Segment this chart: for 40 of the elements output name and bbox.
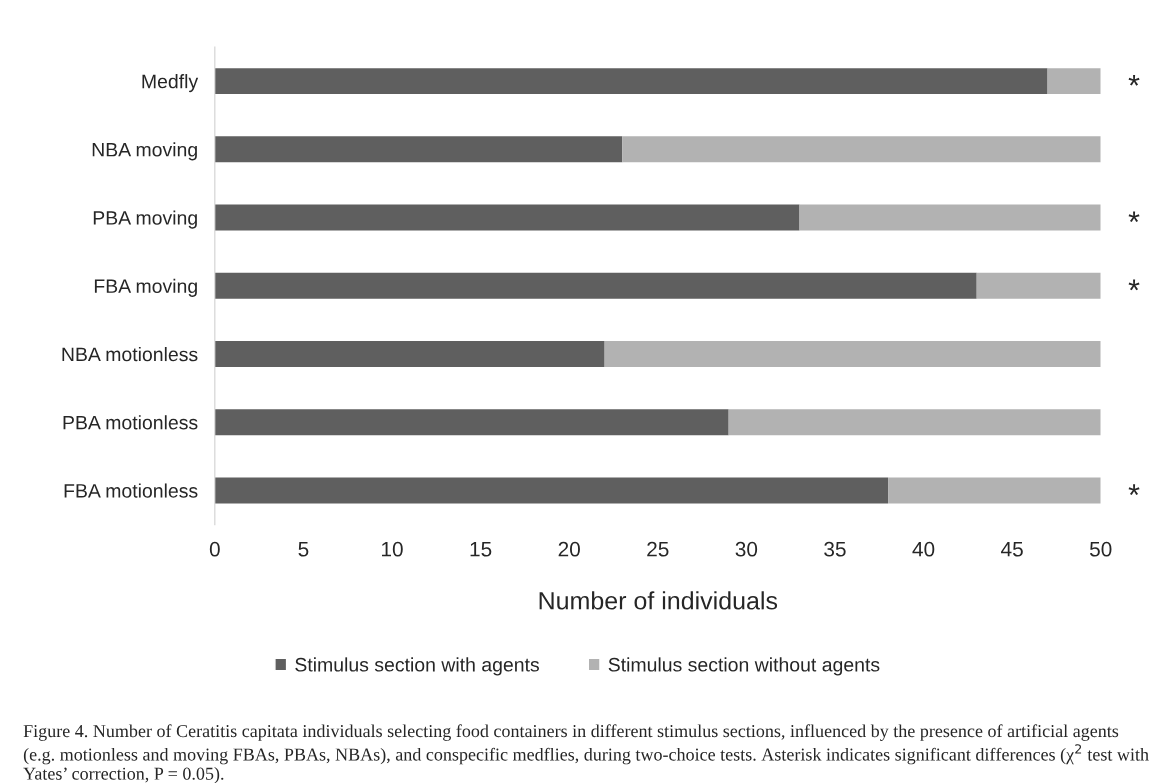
y-tick-label: PBA motionless	[63, 415, 198, 430]
x-tick-label: 30	[735, 541, 758, 557]
bar	[214, 136, 623, 163]
x-tick-label: 25	[647, 541, 669, 557]
x-tick-label: 45	[1001, 542, 1023, 557]
x-tick-label: 50	[1089, 541, 1112, 557]
legend-label: Stimulus section with agents	[295, 657, 539, 676]
bar	[214, 341, 605, 367]
x-tick-label: 0	[209, 541, 220, 557]
bar	[214, 204, 800, 231]
x-tick-label: 35	[824, 541, 846, 557]
legend-label: Stimulus section without agents	[608, 657, 880, 676]
bar	[604, 341, 1101, 367]
bar	[214, 68, 1048, 95]
bar	[976, 272, 1101, 299]
data-label: *	[1128, 74, 1140, 86]
x-axis-title: Number of individuals	[539, 591, 778, 610]
y-tick-label: NBA moving	[92, 142, 197, 161]
x-tick-label: 10	[382, 541, 403, 557]
bar	[622, 136, 1101, 163]
bar	[1047, 68, 1101, 95]
text: Figure 4. Number of Ceratitis capitata individuals selecting food containers in different stimulus sections, influenced by the presence of artificial agents (e.g. motionless and moving FBAs, PBAs, NBAs), and conspecific medflies, during two-choice tests. Asterisk indicates significant differences (χ$^{2}$ test with Yates’ correction, P = 0.05).	[23, 724, 1149, 783]
data-label: *	[1128, 484, 1140, 496]
y-tick-label: Medfly	[142, 74, 199, 93]
data-label: *	[1128, 279, 1140, 291]
bar	[214, 409, 729, 436]
bar	[214, 272, 977, 299]
x-tick-label: 20	[558, 541, 580, 557]
bar	[888, 477, 1101, 504]
x-tick-label: 15	[470, 542, 492, 557]
y-tick-label: PBA moving	[93, 210, 197, 229]
bar	[799, 204, 1101, 231]
bar	[214, 477, 889, 504]
y-tick-label: NBA motionless	[62, 346, 198, 362]
data-label: *	[1128, 211, 1140, 223]
y-tick-label: FBA motionless	[64, 483, 198, 498]
x-tick-label: 5	[298, 542, 309, 557]
bar	[728, 409, 1101, 436]
y-tick-label: FBA moving	[94, 278, 197, 297]
x-tick-label: 40	[912, 541, 935, 557]
